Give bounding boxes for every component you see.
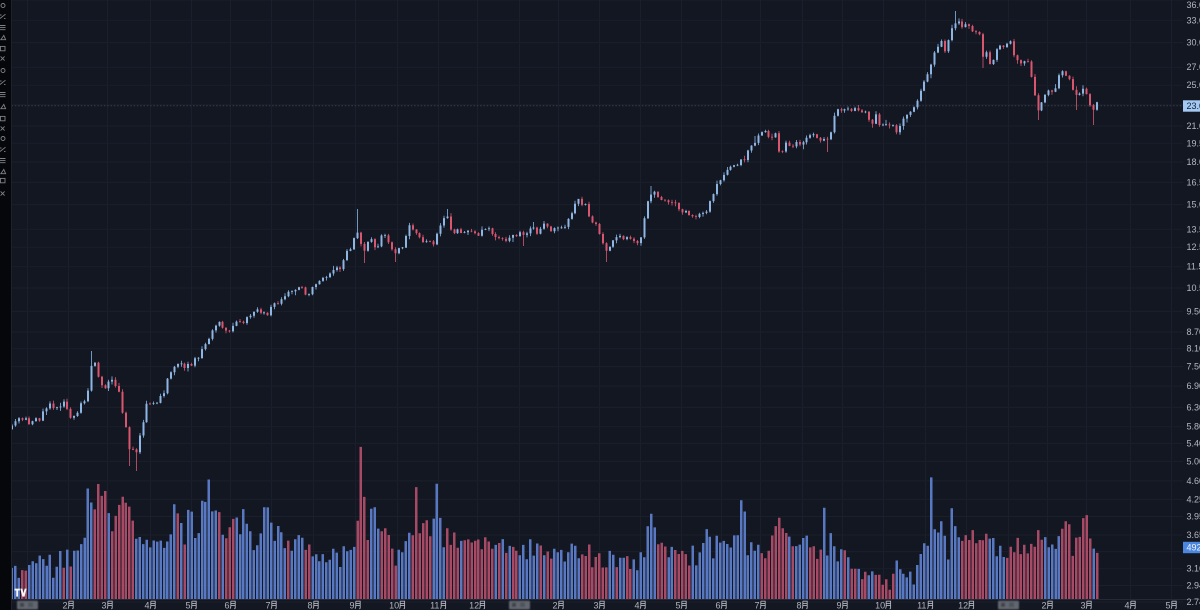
svg-text:2.74: 2.74 bbox=[1187, 597, 1200, 607]
svg-text:7: 7 bbox=[266, 601, 271, 610]
svg-text:16.5: 16.5 bbox=[1187, 177, 1200, 187]
svg-text:25.0: 25.0 bbox=[1187, 80, 1200, 90]
svg-text:6.90: 6.90 bbox=[1187, 381, 1200, 391]
svg-text:2: 2 bbox=[63, 601, 68, 610]
svg-text:33.0: 33.0 bbox=[1187, 15, 1200, 25]
svg-text:10: 10 bbox=[875, 601, 885, 610]
svg-text:4.60: 4.60 bbox=[1187, 476, 1200, 486]
svg-text:6.30: 6.30 bbox=[1187, 402, 1200, 412]
svg-text:27.0: 27.0 bbox=[1187, 62, 1200, 72]
svg-text:5: 5 bbox=[186, 601, 191, 610]
svg-text:10.5: 10.5 bbox=[1187, 283, 1200, 293]
svg-text:3: 3 bbox=[1081, 601, 1086, 610]
svg-text:2.94: 2.94 bbox=[1187, 581, 1200, 591]
svg-text:11: 11 bbox=[430, 601, 439, 610]
svg-text:3: 3 bbox=[102, 601, 107, 610]
svg-text:5.00: 5.00 bbox=[1187, 456, 1200, 466]
svg-text:5: 5 bbox=[1166, 601, 1171, 610]
svg-text:8.70: 8.70 bbox=[1187, 327, 1200, 337]
svg-text:9: 9 bbox=[837, 601, 842, 610]
svg-text:4: 4 bbox=[1125, 601, 1130, 610]
svg-text:8: 8 bbox=[797, 601, 802, 610]
svg-text:12.5: 12.5 bbox=[1187, 242, 1200, 252]
svg-text:10: 10 bbox=[389, 601, 399, 610]
svg-text:13.5: 13.5 bbox=[1187, 224, 1200, 234]
svg-text:36.0: 36.0 bbox=[1187, 0, 1200, 10]
svg-text:11.5: 11.5 bbox=[1187, 262, 1200, 272]
svg-text:19.5: 19.5 bbox=[1187, 138, 1200, 148]
svg-text:21.0: 21.0 bbox=[1187, 121, 1200, 131]
svg-text:2: 2 bbox=[1042, 601, 1047, 610]
svg-text:23.0: 23.0 bbox=[1187, 101, 1200, 111]
svg-text:4: 4 bbox=[635, 601, 640, 610]
svg-text:3.65: 3.65 bbox=[1187, 530, 1200, 540]
svg-text:492.: 492. bbox=[1187, 543, 1200, 553]
svg-text:3: 3 bbox=[594, 601, 599, 610]
svg-text:7: 7 bbox=[755, 601, 760, 610]
svg-text:7.50: 7.50 bbox=[1187, 362, 1200, 372]
svg-text:6: 6 bbox=[225, 601, 230, 610]
svg-text:18.0: 18.0 bbox=[1187, 157, 1200, 167]
svg-text:30.0: 30.0 bbox=[1187, 38, 1200, 48]
svg-text:5.40: 5.40 bbox=[1187, 438, 1200, 448]
svg-text:9.50: 9.50 bbox=[1187, 306, 1200, 316]
svg-text:4.25: 4.25 bbox=[1187, 494, 1200, 504]
svg-text:2: 2 bbox=[553, 601, 558, 610]
svg-text:5.80: 5.80 bbox=[1187, 422, 1200, 432]
svg-text:9: 9 bbox=[350, 601, 355, 610]
svg-text:5: 5 bbox=[676, 601, 681, 610]
svg-text:12: 12 bbox=[958, 601, 968, 610]
svg-text:6: 6 bbox=[716, 601, 721, 610]
svg-text:11: 11 bbox=[917, 601, 926, 610]
svg-text:8.10: 8.10 bbox=[1187, 344, 1200, 354]
svg-text:3.16: 3.16 bbox=[1187, 564, 1200, 574]
svg-text:4: 4 bbox=[145, 601, 150, 610]
svg-text:3.95: 3.95 bbox=[1187, 512, 1200, 522]
svg-text:8: 8 bbox=[308, 601, 313, 610]
svg-text:15.0: 15.0 bbox=[1187, 200, 1200, 210]
svg-text:12: 12 bbox=[469, 601, 479, 610]
